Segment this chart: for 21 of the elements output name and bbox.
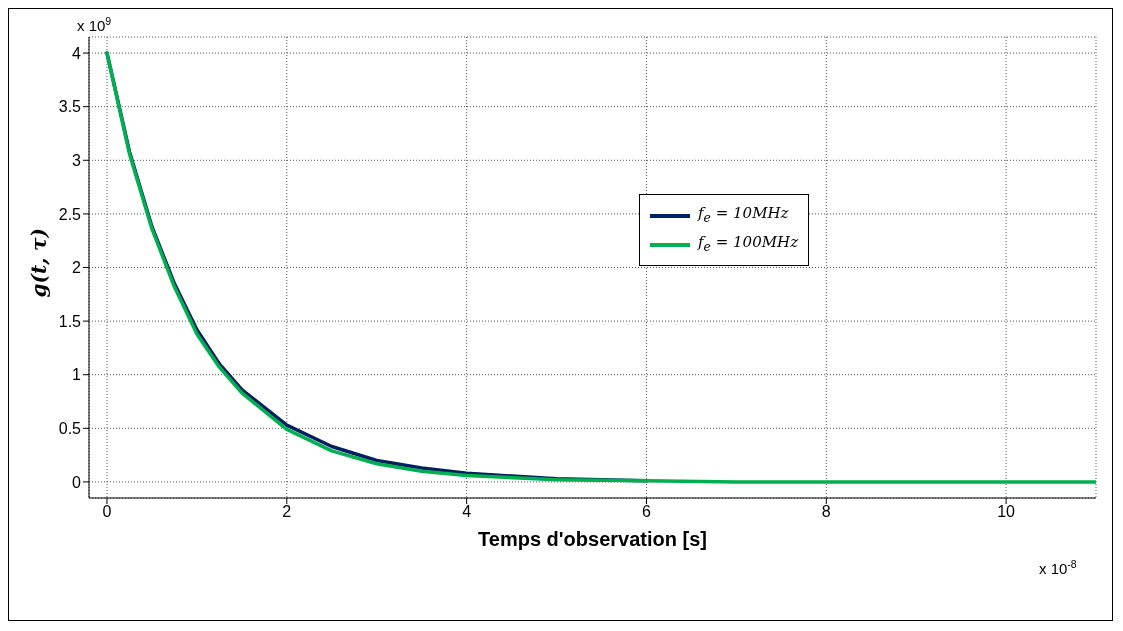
y-tick-label: 3 [72, 151, 82, 169]
x-axis-title: Temps d'observation [s] [478, 528, 707, 550]
text: x 10$^{-8}$ [1039, 558, 1077, 577]
y-tick-label: 2 [72, 259, 82, 277]
text: x 10$^{9}$ [77, 15, 112, 34]
y-tick-label: 0.5 [58, 419, 82, 437]
x-tick-label: 0 [102, 503, 112, 521]
x-tick-label: 6 [641, 503, 651, 521]
y-tick-label: 3.5 [58, 98, 82, 116]
y-tick-label: 4 [72, 44, 82, 62]
x-tick-label: 8 [821, 503, 831, 521]
legend-label: f$_{e}$ = 10MHz [698, 203, 789, 227]
y-tick-label: 2.5 [58, 205, 82, 223]
y-axis-title: g(t, τ) [27, 227, 52, 298]
y-tick-label: 0 [72, 473, 82, 491]
y-tick-label: 1 [72, 366, 82, 384]
y-tick-label: 1.5 [58, 312, 82, 330]
x-tick-label: 4 [462, 503, 472, 521]
x-tick-label: 2 [282, 503, 292, 521]
x-tick-label: 10 [997, 503, 1016, 521]
legend-label: f$_{e}$ = 100MHz [698, 232, 799, 256]
